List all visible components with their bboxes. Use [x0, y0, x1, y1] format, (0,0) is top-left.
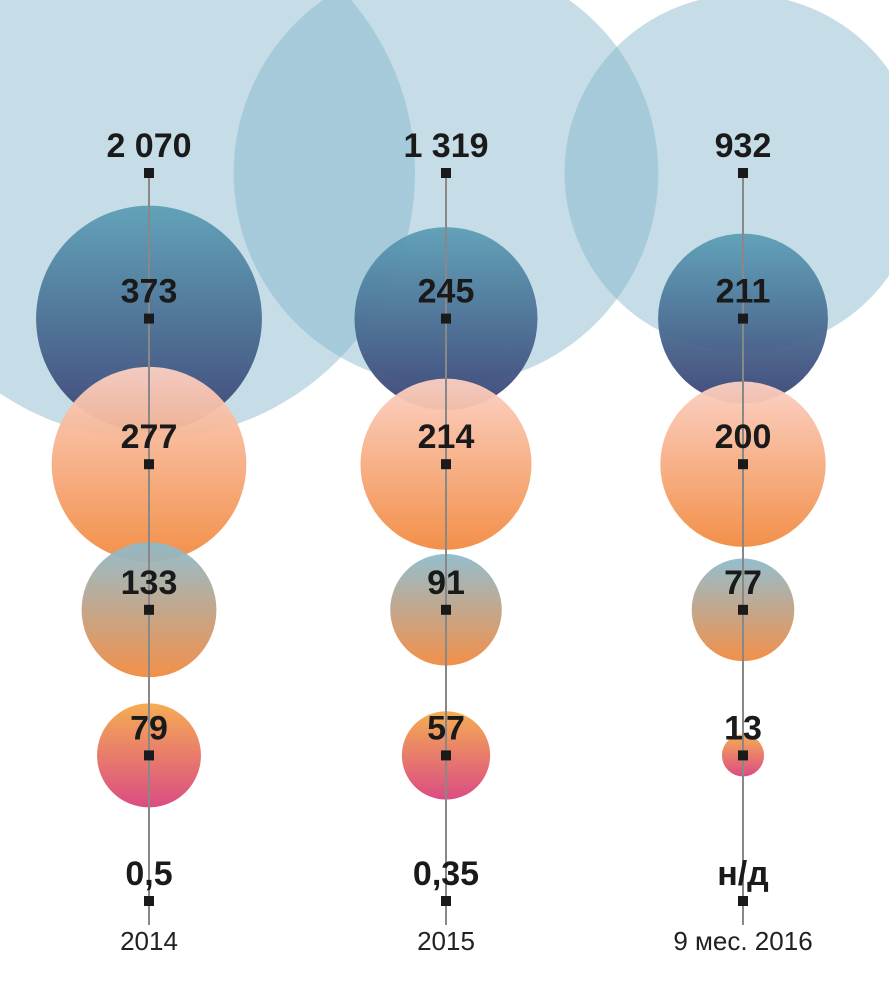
value-label: 13	[724, 709, 762, 747]
value-label: 0,5	[125, 855, 172, 893]
value-label: 200	[715, 418, 772, 456]
value-label: 0,35	[413, 855, 479, 893]
value-label: 932	[715, 127, 772, 165]
category-label: 9 мес. 2016	[673, 926, 812, 956]
marker	[144, 168, 154, 178]
marker	[144, 313, 154, 324]
marker	[441, 750, 451, 761]
marker	[738, 896, 748, 906]
marker	[144, 459, 154, 470]
marker	[738, 750, 748, 761]
marker	[441, 896, 451, 906]
value-label: 214	[418, 418, 475, 456]
marker	[738, 459, 748, 470]
category-label: 2014	[120, 926, 178, 956]
marker	[738, 604, 748, 615]
marker	[144, 750, 154, 761]
marker	[441, 168, 451, 178]
value-label: 211	[716, 273, 771, 311]
value-label: н/д	[717, 855, 769, 893]
value-label: 245	[418, 273, 475, 311]
value-label: 57	[427, 709, 465, 747]
value-label: 77	[724, 564, 762, 602]
marker	[144, 604, 154, 615]
category-label: 2015	[417, 926, 475, 956]
bubble-9 мес. 2016-row0	[564, 0, 889, 352]
value-labels: 2 070 1 319 932 373 245 211 277 214 200 133 91 77 79…	[106, 127, 771, 893]
marker	[441, 459, 451, 470]
value-label: 133	[121, 564, 178, 602]
marker	[144, 896, 154, 906]
value-label: 373	[121, 273, 178, 311]
markers	[144, 168, 748, 906]
value-label: 91	[427, 564, 465, 602]
marker	[441, 313, 451, 324]
value-label: 79	[130, 709, 168, 747]
axis-lines	[148, 173, 744, 925]
marker	[738, 313, 748, 324]
marker	[738, 168, 748, 178]
value-label: 1 319	[403, 127, 488, 165]
category-labels: 2014 2015 9 мес. 2016	[120, 926, 813, 956]
marker	[441, 604, 451, 615]
value-label: 277	[121, 418, 178, 456]
value-label: 2 070	[106, 127, 191, 165]
